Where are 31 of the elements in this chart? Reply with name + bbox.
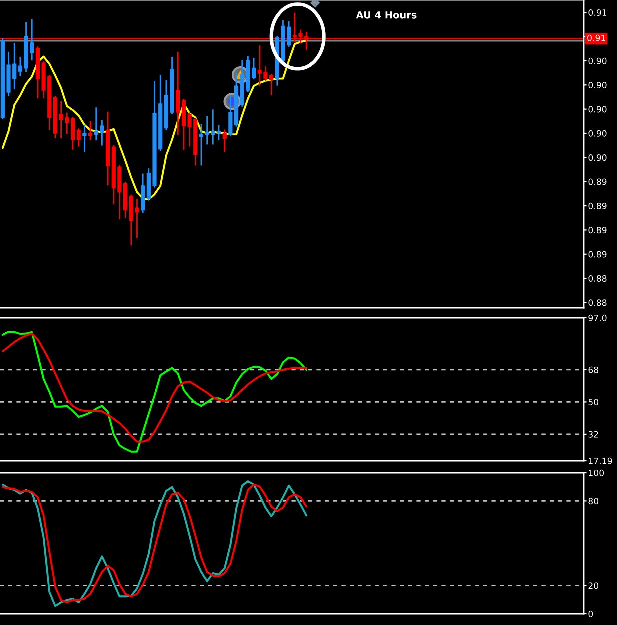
y-tick-label: 0.90 <box>588 130 607 137</box>
candlestick <box>199 124 204 166</box>
y-tick-label: 97.0 <box>588 314 607 322</box>
y-tick-label: 0.90 <box>588 106 607 113</box>
candlestick <box>216 125 222 141</box>
y-tick-label: 100 <box>589 470 604 476</box>
candlestick <box>82 125 87 152</box>
y-tick-label: 80 <box>588 498 599 505</box>
y-tick-label: 0.89 <box>588 251 607 258</box>
y-tick-label: 0.89 <box>588 178 607 186</box>
candlestick <box>76 128 81 147</box>
candlestick <box>228 94 233 136</box>
y-tick-label: 0.90 <box>588 154 607 162</box>
candlestick <box>70 117 76 150</box>
y-tick-label: 20 <box>588 582 599 590</box>
y-tick-label: 0.91 <box>588 9 607 16</box>
y-tick-label: 0.88 <box>588 300 607 306</box>
y-tick-label: 0.90 <box>588 58 607 64</box>
y-tick-label: 32 <box>588 431 598 438</box>
text: AU 4 Hours <box>356 12 417 19</box>
y-tick-label: 0 <box>588 610 594 618</box>
y-tick-label: 0.88 <box>588 275 607 282</box>
candlestick <box>176 52 180 136</box>
candlestick <box>222 130 227 152</box>
y-tick-label: 68 <box>588 366 599 374</box>
y-tick-label: 50 <box>588 399 599 406</box>
candlestick <box>88 121 93 141</box>
y-tick-label: 17.19 <box>589 458 612 464</box>
y-tick-label: 0.89 <box>588 227 607 234</box>
y-tick-label: 0.89 <box>588 202 607 210</box>
y-tick-label: 0.90 <box>588 82 607 89</box>
